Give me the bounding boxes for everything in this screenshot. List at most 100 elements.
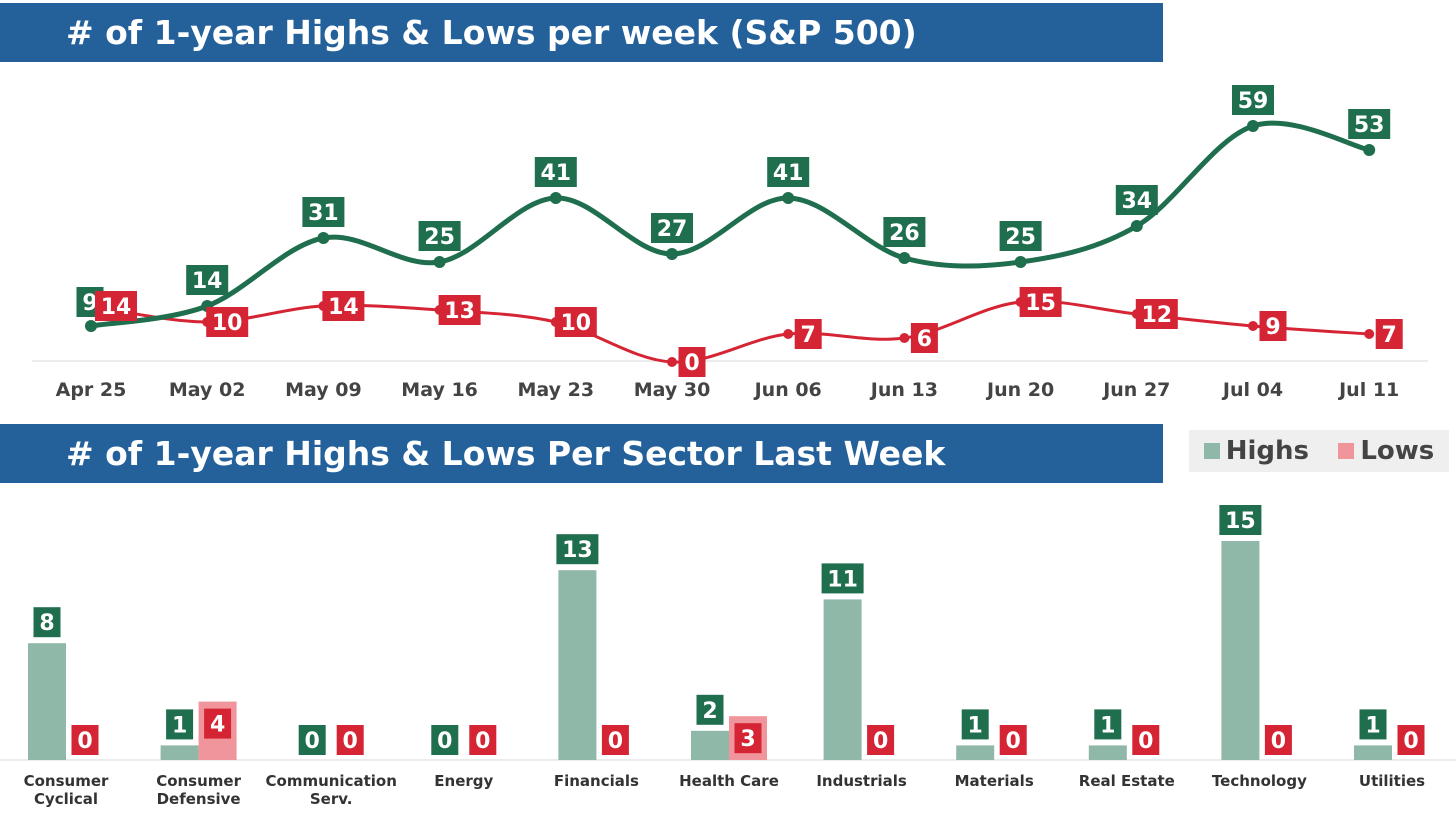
- lows-data-label: 10: [560, 311, 591, 336]
- category-label-line: Industrials: [816, 772, 907, 790]
- lows-data-label-group: 6: [910, 323, 938, 353]
- legend-item-lows: Lows: [1338, 436, 1434, 466]
- highs-data-label-group: 25: [999, 221, 1042, 251]
- highs-data-label-group: 14: [186, 265, 229, 295]
- lows-bar-label-bg: [336, 725, 364, 755]
- highs-data-label-group: 34: [1115, 185, 1158, 215]
- lows-bar-label: 0: [475, 729, 490, 754]
- highs-bar: [1088, 745, 1127, 760]
- lows-data-label: 14: [101, 295, 132, 320]
- highs-bar-label-bg: [1094, 709, 1122, 740]
- highs-bar-label-bg: [1219, 505, 1262, 535]
- highs-bar-label-group: 11: [821, 563, 864, 594]
- highs-data-label: 25: [424, 225, 455, 250]
- lows-bar-label-bg: [734, 723, 762, 754]
- lows-bar-label-group: 0: [999, 725, 1027, 755]
- category-label: Health Care: [679, 772, 779, 790]
- highs-bar-label: 0: [437, 729, 452, 754]
- highs-data-label-group: 27: [651, 213, 693, 243]
- highs-data-label: 59: [1238, 89, 1269, 114]
- lows-data-label-bg: [794, 319, 822, 349]
- highs-data-label-bg: [302, 197, 345, 227]
- bar-chart-title: # of 1-year Highs & Lows Per Sector Last…: [0, 424, 1163, 483]
- x-tick-label: Jun 27: [1101, 379, 1170, 401]
- lows-data-label-bg: [1375, 319, 1403, 349]
- highs-data-label-bg: [999, 221, 1042, 251]
- highs-bar-label-bg: [1359, 709, 1387, 740]
- highs-data-label-bg: [418, 221, 461, 251]
- highs-bar-label-group: 2: [696, 694, 724, 725]
- highs-data-label: 25: [1005, 225, 1036, 250]
- lows-bar-label-group: 3: [734, 723, 762, 754]
- highs-bar-label: 15: [1225, 509, 1256, 534]
- highs-bar-label: 1: [1365, 713, 1380, 738]
- category-label-line: Materials: [955, 772, 1034, 790]
- lows-bar-label-group: 0: [71, 725, 99, 755]
- category-label-line: Real Estate: [1079, 772, 1175, 790]
- highs-data-label-bg: [1115, 185, 1158, 215]
- category-label-line: Energy: [434, 772, 493, 790]
- lows-bar-label-group: 0: [336, 725, 364, 755]
- legend-swatch-lows: [1338, 443, 1355, 459]
- lows-data-label-group: 14: [95, 291, 137, 321]
- category-label-line: Serv.: [310, 790, 353, 808]
- highs-data-label-group: 41: [534, 157, 577, 187]
- highs-bar-label-bg: [33, 607, 61, 638]
- highs-data-label-bg: [1232, 85, 1274, 115]
- lows-data-label-group: 9: [1259, 311, 1287, 341]
- lows-data-label-bg: [678, 347, 706, 377]
- highs-bar: [956, 745, 995, 760]
- category-label: Utilities: [1359, 772, 1425, 790]
- highs-data-label-group: 59: [1232, 85, 1274, 115]
- highs-bar-label-group: 0: [431, 725, 459, 755]
- highs-bar-label-group: 15: [1219, 505, 1262, 535]
- x-tick-label: Jul 04: [1221, 379, 1283, 401]
- highs-bar-label-group: 1: [961, 709, 989, 740]
- category-label-line: Defensive: [157, 790, 241, 808]
- highs-data-label-bg: [1348, 109, 1391, 139]
- highs-bar-label-bg: [696, 694, 724, 725]
- category-label-line: Financials: [554, 772, 639, 790]
- lows-data-label: 7: [801, 323, 816, 348]
- lows-bar-label-group: 0: [469, 725, 497, 755]
- highs-bar-label-group: 1: [1359, 709, 1387, 740]
- highs-bar-label-bg: [821, 563, 864, 594]
- highs-data-label: 34: [1121, 189, 1152, 214]
- category-label: Financials: [554, 772, 639, 790]
- lows-bar-label: 0: [608, 729, 623, 754]
- highs-point: [433, 256, 446, 268]
- lows-data-label: 13: [444, 299, 475, 324]
- lows-data-label-bg: [95, 291, 137, 321]
- category-label: Communication Serv.: [266, 772, 397, 808]
- x-tick-label: May 02: [169, 379, 246, 401]
- lows-data-label-bg: [322, 291, 365, 321]
- highs-bar: [160, 745, 199, 760]
- x-tick-label: Apr 25: [56, 379, 127, 401]
- lows-data-label: 10: [212, 311, 243, 336]
- lows-bar-label-group: 0: [1264, 725, 1292, 755]
- lows-bar-label-group: 4: [204, 708, 232, 739]
- highs-point: [782, 192, 795, 204]
- highs-bar-label-bg: [556, 534, 599, 565]
- highs-bar-label-group: 1: [1094, 709, 1122, 740]
- highs-data-label-bg: [534, 157, 577, 187]
- highs-point: [549, 192, 562, 204]
- highs-data-label-group: 41: [767, 157, 810, 187]
- highs-bar-label: 0: [305, 729, 320, 754]
- lows-point: [1248, 321, 1258, 331]
- highs-bar-label: 11: [827, 567, 858, 592]
- lows-bar-label: 0: [1006, 729, 1021, 754]
- lows-bar-label-bg: [601, 725, 629, 755]
- highs-bar-label: 8: [39, 611, 54, 636]
- highs-data-label: 14: [192, 269, 223, 294]
- lows-data-label-group: 10: [206, 307, 249, 337]
- x-tick-label: May 23: [518, 379, 595, 401]
- category-label-line: Consumer: [24, 772, 109, 790]
- lows-bar-label-bg: [867, 725, 895, 755]
- legend-swatch-highs: [1203, 443, 1220, 459]
- category-label: Materials: [955, 772, 1034, 790]
- legend-item-highs: Highs: [1203, 436, 1309, 466]
- highs-bar-label: 1: [1100, 713, 1115, 738]
- lows-bar-label-bg: [1132, 725, 1160, 755]
- lows-data-label: 9: [1265, 315, 1280, 340]
